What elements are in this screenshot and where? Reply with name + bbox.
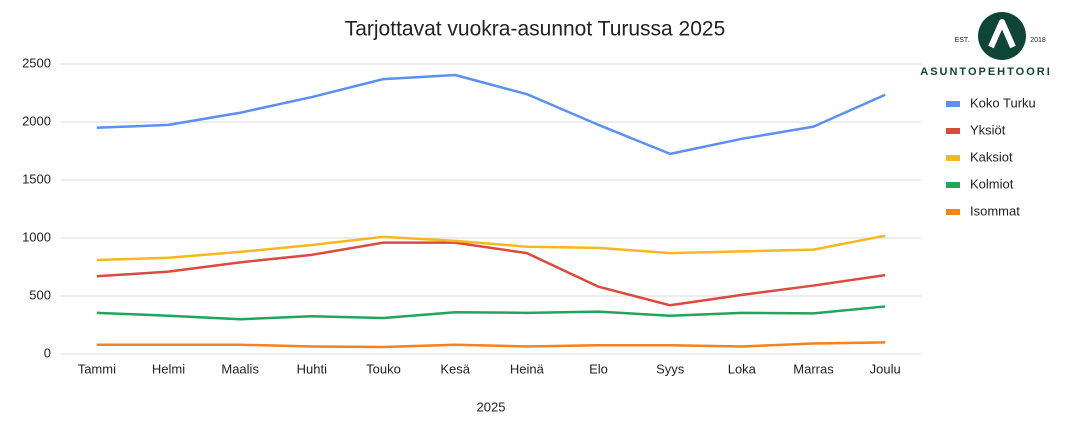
x-tick-label: Touko (366, 361, 401, 376)
y-tick-label: 1500 (22, 171, 51, 186)
x-tick-label: Tammi (78, 361, 116, 376)
x-tick-label: Joulu (870, 361, 901, 376)
x-tick-label: Maalis (221, 361, 259, 376)
logo-est: EST. (955, 37, 970, 44)
legend-swatch (946, 155, 960, 161)
legend-label: Yksiöt (970, 122, 1006, 137)
series-line (96, 241, 886, 307)
x-tick-label: Huhti (297, 361, 327, 376)
y-tick-label: 1000 (22, 229, 51, 244)
y-tick-label: 500 (29, 287, 51, 302)
logo-circle (978, 12, 1026, 60)
x-tick-label: Elo (589, 361, 608, 376)
x-tick-label: Helmi (152, 361, 185, 376)
logo-name: ASUNTOPEHTOORI (920, 66, 1052, 78)
legend-label: Kaksiot (970, 149, 1013, 164)
x-tick-label: Kesä (440, 361, 470, 376)
legend-swatch (946, 182, 960, 188)
logo: EST. 2018 ASUNTOPEHTOORI (920, 12, 1052, 78)
legend-label: Isommat (970, 203, 1020, 218)
legend-swatch (946, 101, 960, 107)
series-line (96, 305, 886, 321)
legend-label: Koko Turku (970, 95, 1036, 110)
x-tick-label: Heinä (510, 361, 545, 376)
x-axis-label: 2025 (477, 399, 506, 414)
series-line (96, 73, 886, 156)
logo-year: 2018 (1030, 37, 1046, 44)
series-line (96, 341, 886, 349)
x-tick-label: Marras (793, 361, 834, 376)
y-tick-label: 2000 (22, 113, 51, 128)
x-tick-label: Loka (728, 361, 757, 376)
logo-icon (988, 19, 1016, 49)
y-tick-label: 0 (44, 345, 51, 360)
x-tick-label: Syys (656, 361, 685, 376)
legend-label: Kolmiot (970, 176, 1014, 191)
y-tick-label: 2500 (22, 55, 51, 70)
legend-swatch (946, 209, 960, 215)
chart-title: Tarjottavat vuokra-asunnot Turussa 2025 (345, 18, 726, 41)
series-line (96, 234, 886, 262)
legend-swatch (946, 128, 960, 134)
